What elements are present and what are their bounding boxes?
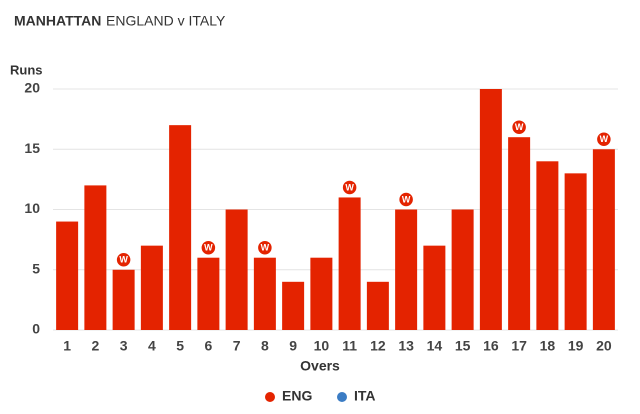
wicket-circle bbox=[200, 239, 217, 256]
bar bbox=[112, 269, 135, 330]
x-axis-label: Overs bbox=[300, 358, 340, 374]
bar bbox=[338, 197, 361, 330]
chart-title: MANHATTAN bbox=[14, 13, 101, 29]
x-tick-label: 13 bbox=[398, 338, 414, 354]
x-tick-label: 7 bbox=[233, 338, 241, 354]
wicket-label: W bbox=[600, 134, 609, 144]
wicket-marker: W bbox=[595, 131, 613, 148]
x-tick-label: 2 bbox=[91, 338, 99, 354]
wicket-label: W bbox=[345, 182, 354, 192]
wicket-circle bbox=[115, 251, 132, 268]
y-tick-label: 20 bbox=[24, 80, 40, 96]
y-tick-label: 0 bbox=[32, 321, 40, 337]
y-axis-label: Runs bbox=[10, 62, 43, 77]
x-tick-label: 10 bbox=[314, 338, 330, 354]
wicket-marker: W bbox=[200, 239, 217, 256]
bar bbox=[253, 257, 276, 330]
bar bbox=[592, 149, 615, 330]
x-tick-label: 1 bbox=[63, 338, 71, 354]
wicket-label: W bbox=[119, 255, 128, 265]
x-tick-label: 5 bbox=[176, 338, 184, 354]
x-tick-label: 14 bbox=[427, 338, 443, 354]
wicket-label: W bbox=[515, 122, 524, 132]
bar bbox=[197, 257, 220, 330]
legend-label: ENG bbox=[282, 388, 312, 404]
wicket-marker: W bbox=[510, 118, 528, 136]
bar bbox=[564, 173, 587, 330]
wicket-marker: W bbox=[341, 179, 358, 196]
bar bbox=[366, 281, 389, 330]
x-tick-label: 12 bbox=[370, 338, 386, 354]
bar bbox=[84, 185, 107, 330]
wicket-label: W bbox=[261, 243, 270, 253]
x-tick-label: 9 bbox=[289, 338, 297, 354]
bar bbox=[140, 245, 163, 330]
chart-subtitle: ENGLAND v ITALY bbox=[106, 13, 226, 29]
bar bbox=[169, 125, 192, 331]
bar bbox=[282, 281, 305, 330]
y-tick-label: 5 bbox=[32, 260, 40, 276]
x-tick-label: 19 bbox=[568, 338, 584, 354]
wicket-circle bbox=[397, 191, 415, 208]
legend-swatch bbox=[337, 392, 347, 402]
bar bbox=[479, 89, 502, 330]
bar bbox=[56, 221, 79, 330]
legend-label: ITA bbox=[354, 388, 376, 404]
x-tick-label: 6 bbox=[204, 338, 212, 354]
bar bbox=[225, 209, 248, 330]
x-tick-label: 8 bbox=[261, 338, 269, 354]
bar bbox=[451, 209, 474, 330]
legend-swatch bbox=[265, 392, 275, 402]
y-tick-label: 10 bbox=[24, 200, 40, 216]
x-tick-label: 4 bbox=[148, 338, 156, 354]
x-tick-label: 11 bbox=[342, 338, 357, 354]
x-tick-label: 20 bbox=[596, 338, 612, 354]
x-tick-label: 18 bbox=[540, 338, 556, 354]
wicket-marker: W bbox=[115, 251, 132, 268]
wicket-circle bbox=[510, 118, 528, 136]
wicket-label: W bbox=[204, 243, 213, 253]
bar bbox=[423, 245, 446, 330]
bar bbox=[536, 161, 559, 330]
wicket-circle bbox=[595, 131, 613, 148]
x-tick-label: 15 bbox=[455, 338, 471, 354]
y-tick-label: 15 bbox=[24, 140, 40, 156]
x-tick-label: 3 bbox=[120, 338, 128, 354]
x-tick-label: 17 bbox=[511, 338, 527, 354]
bar bbox=[310, 257, 333, 330]
x-tick-label: 16 bbox=[483, 338, 499, 354]
wicket-marker: W bbox=[256, 239, 274, 256]
bar bbox=[508, 137, 531, 330]
wicket-marker: W bbox=[397, 191, 415, 208]
bar bbox=[395, 209, 418, 330]
wicket-circle bbox=[341, 179, 358, 196]
wicket-label: W bbox=[402, 194, 411, 204]
wicket-circle bbox=[256, 239, 274, 256]
